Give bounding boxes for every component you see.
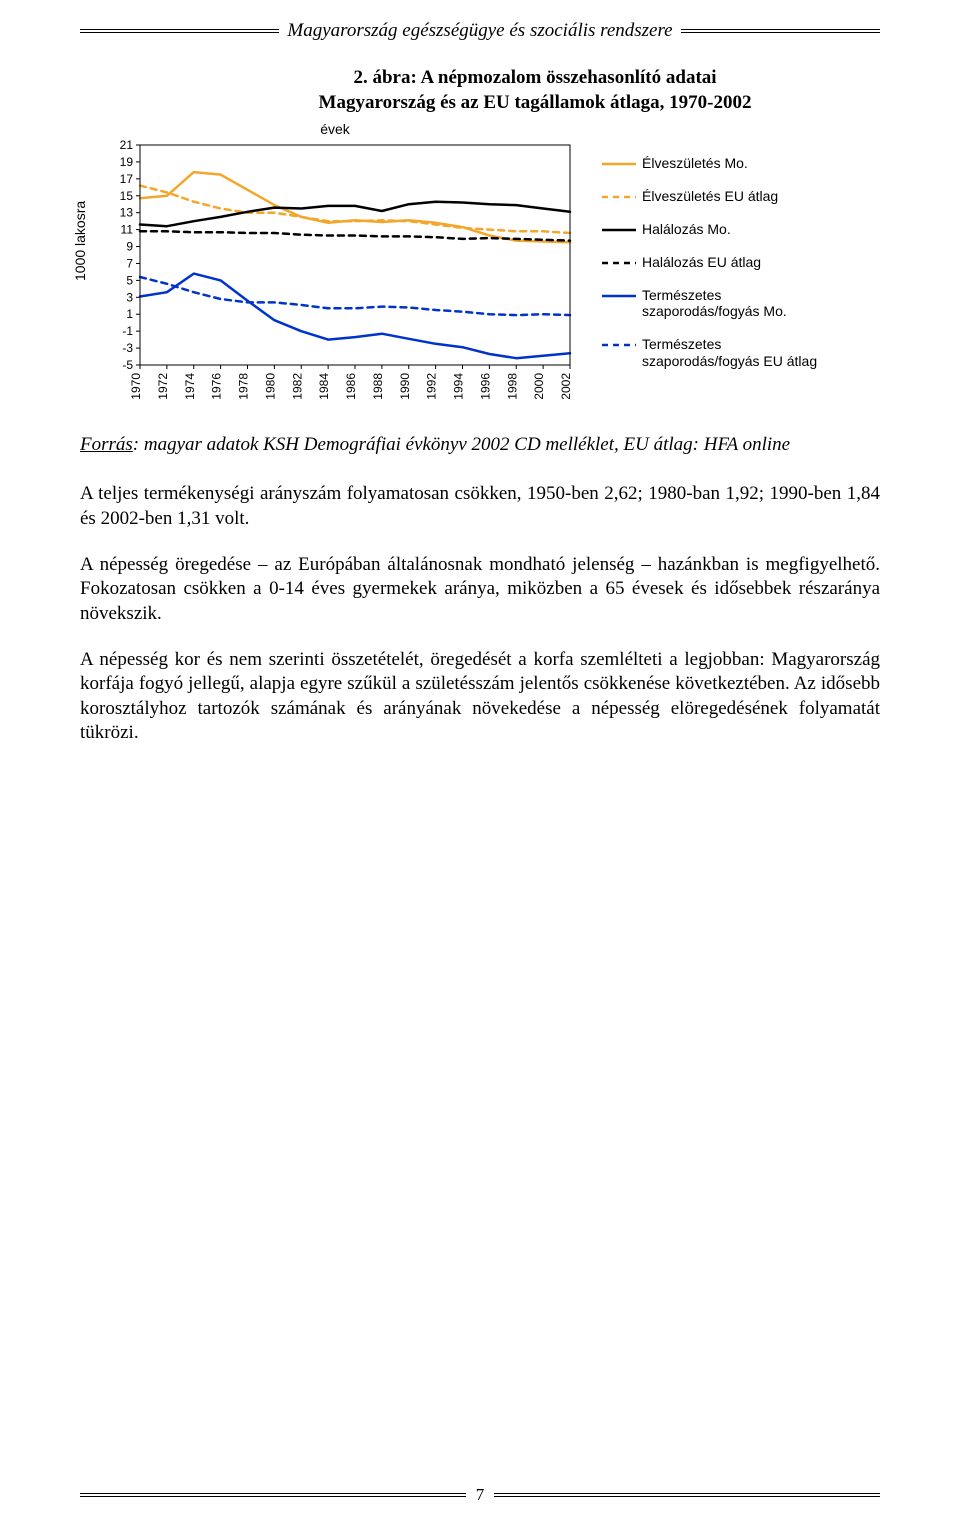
- svg-text:1988: 1988: [371, 373, 385, 399]
- footer-rule-right: [494, 1493, 880, 1497]
- chart-block: 1000 lakosra évek 21191715131197531-1-3-…: [80, 121, 880, 404]
- legend-item: Élveszületés Mo.: [602, 155, 832, 172]
- svg-text:1982: 1982: [290, 373, 304, 399]
- legend-swatch: [602, 257, 636, 269]
- svg-text:13: 13: [120, 206, 134, 220]
- running-header: Magyarország egészségügye és szociális r…: [80, 20, 880, 42]
- svg-text:1984: 1984: [317, 373, 331, 399]
- legend-label: Halálozás EU átlag: [642, 254, 761, 271]
- svg-text:1986: 1986: [344, 373, 358, 399]
- svg-text:1998: 1998: [505, 373, 519, 399]
- chart-title: 2. ábra: A népmozalom összehasonlító ada…: [210, 66, 860, 115]
- svg-text:-1: -1: [122, 325, 133, 339]
- svg-text:3: 3: [126, 291, 133, 305]
- paragraph: A népesség öregedése – az Európában álta…: [80, 553, 880, 626]
- legend-label: Élveszületés EU átlag: [642, 188, 778, 205]
- legend-item: Élveszületés EU átlag: [602, 188, 832, 205]
- legend-swatch: [602, 191, 636, 203]
- svg-text:5: 5: [126, 274, 133, 288]
- chart-area: 1000 lakosra évek 21191715131197531-1-3-…: [80, 121, 590, 404]
- header-rule-right: [681, 29, 880, 33]
- header-rule-left: [80, 29, 279, 33]
- svg-text:1974: 1974: [183, 373, 197, 399]
- legend-item: Természetes szaporodás/fogyás Mo.: [602, 287, 832, 321]
- legend-swatch: [602, 158, 636, 170]
- svg-text:1980: 1980: [263, 373, 277, 399]
- svg-text:1972: 1972: [156, 373, 170, 399]
- svg-text:1: 1: [126, 308, 133, 322]
- chart-svg: 21 19 17 15 13 11 9 7 5 3 1 -1 -3 -51970 1972 1974 1976 1…: [80, 139, 590, 399]
- chart-ylabel: 1000 lakosra: [72, 201, 88, 281]
- svg-text:1994: 1994: [452, 373, 466, 399]
- footer-rule-left: [80, 1493, 466, 1497]
- svg-text:1990: 1990: [398, 373, 412, 399]
- svg-text:1996: 1996: [478, 373, 492, 399]
- svg-text:2000: 2000: [532, 373, 546, 399]
- legend-swatch: [602, 339, 636, 351]
- svg-text:9: 9: [126, 240, 133, 254]
- svg-text:2002: 2002: [559, 373, 573, 399]
- svg-text:15: 15: [120, 189, 134, 203]
- footer: 7: [80, 1485, 880, 1505]
- legend-item: Halálozás Mo.: [602, 221, 832, 238]
- legend-label: Természetes szaporodás/fogyás EU átlag: [642, 336, 832, 370]
- paragraph: A népesség kor és nem szerinti összetéte…: [80, 648, 880, 745]
- body-text: A teljes termékenységi arányszám folyama…: [80, 482, 880, 745]
- source-line: Forrás: magyar adatok KSH Demográfiai év…: [80, 434, 880, 456]
- svg-text:21: 21: [120, 139, 134, 152]
- page-number: 7: [466, 1485, 495, 1505]
- legend-swatch: [602, 224, 636, 236]
- svg-text:17: 17: [120, 172, 134, 186]
- svg-text:1978: 1978: [237, 373, 251, 399]
- chart-legend: Élveszületés Mo. Élveszületés EU átlag Hal…: [602, 155, 832, 385]
- legend-label: Élveszületés Mo.: [642, 155, 748, 172]
- svg-text:-5: -5: [122, 358, 133, 372]
- svg-text:7: 7: [126, 257, 133, 271]
- running-title: Magyarország egészségügye és szociális r…: [279, 20, 680, 42]
- svg-text:1976: 1976: [210, 373, 224, 399]
- chart-xlabel: évek: [80, 121, 590, 137]
- svg-text:11: 11: [121, 223, 134, 237]
- svg-text:19: 19: [120, 155, 134, 169]
- legend-item: Halálozás EU átlag: [602, 254, 832, 271]
- svg-text:1970: 1970: [129, 373, 143, 399]
- source-text: : magyar adatok KSH Demográfiai évkönyv …: [133, 434, 790, 455]
- legend-label: Halálozás Mo.: [642, 221, 731, 238]
- legend-swatch: [602, 290, 636, 302]
- source-label: Forrás: [80, 434, 133, 455]
- svg-text:1992: 1992: [425, 373, 439, 399]
- paragraph: A teljes termékenységi arányszám folyama…: [80, 482, 880, 531]
- legend-label: Természetes szaporodás/fogyás Mo.: [642, 287, 832, 321]
- legend-item: Természetes szaporodás/fogyás EU átlag: [602, 336, 832, 370]
- svg-text:-3: -3: [122, 341, 133, 355]
